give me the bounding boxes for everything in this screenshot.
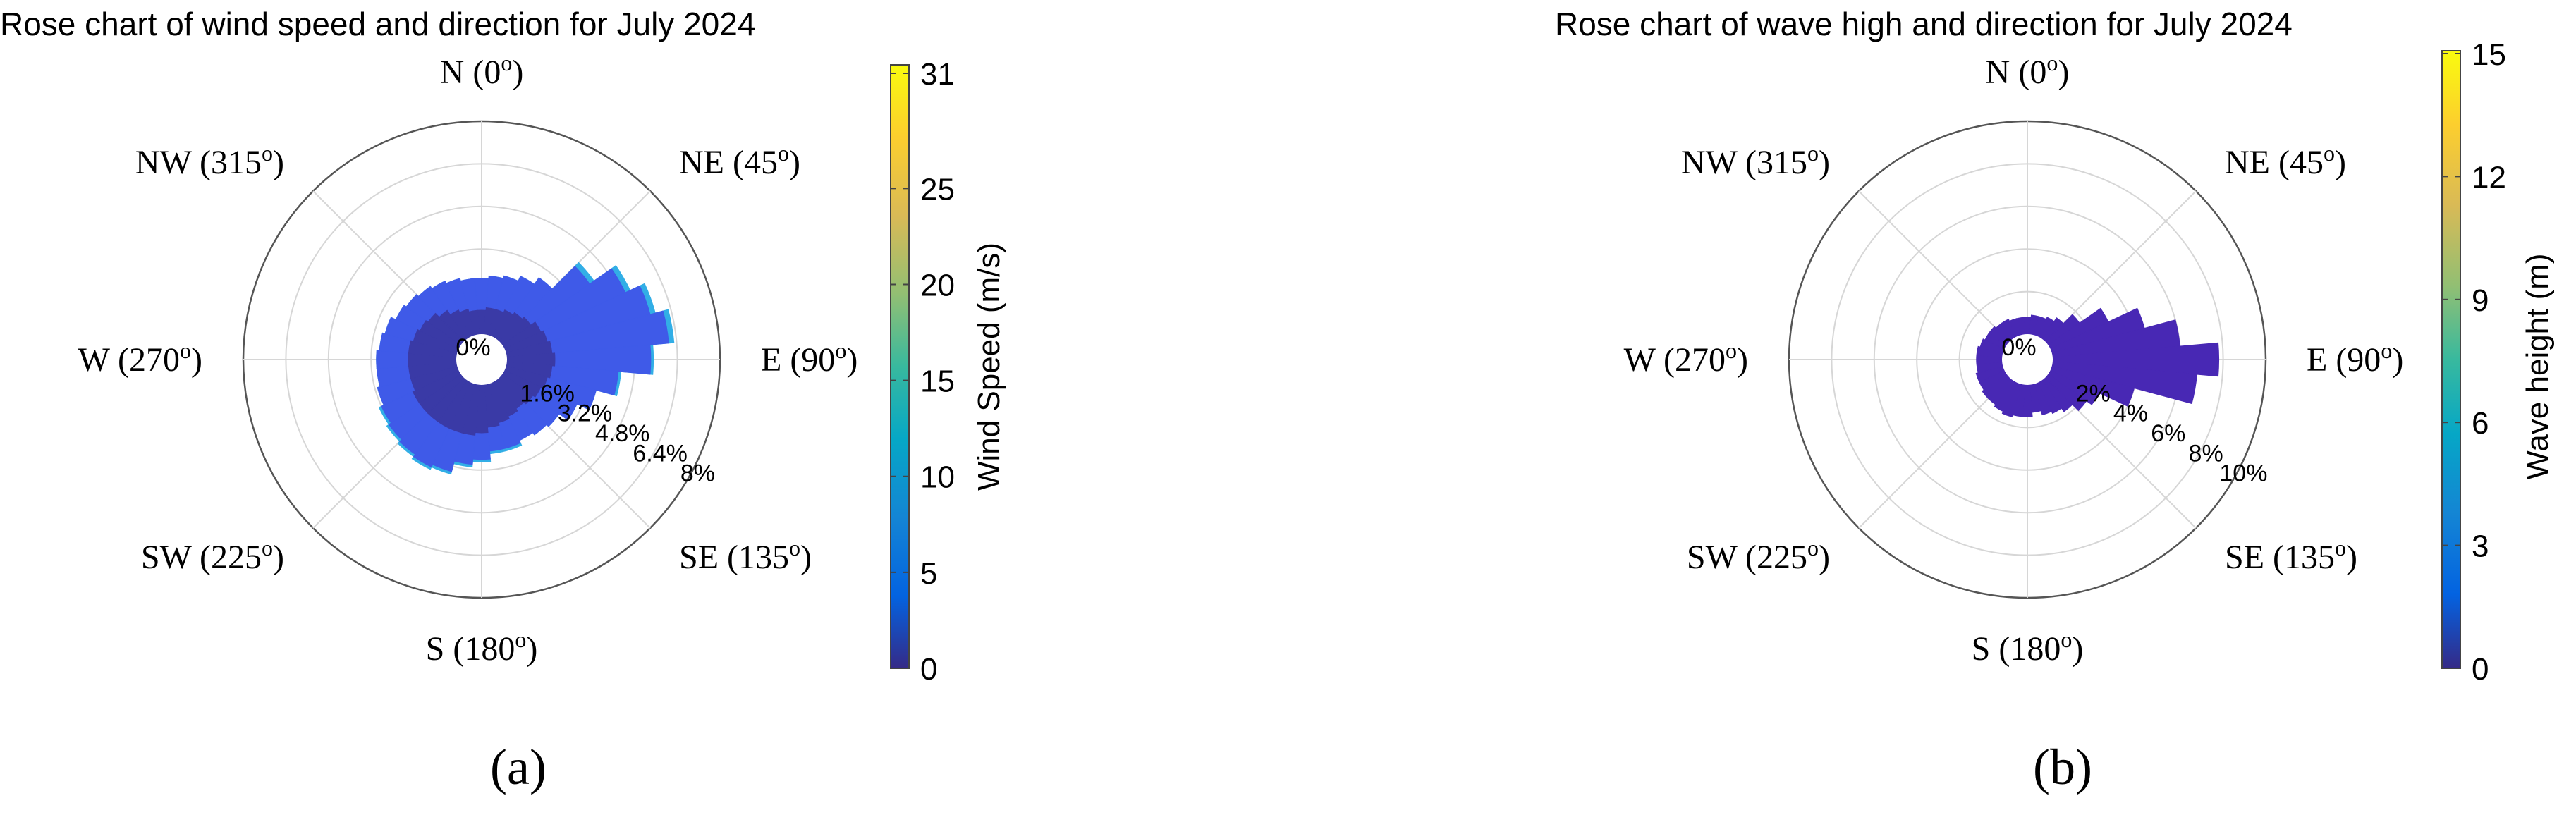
colorbar-tick-label: 15 [2472, 37, 2506, 72]
radial-tick-label: 8% [2189, 440, 2223, 467]
colorbar-tick-label: 0 [920, 652, 937, 687]
direction-label: W (270o) [1624, 338, 1748, 379]
direction-label: N (0o) [1986, 50, 2070, 91]
colorbar-tick-label: 12 [2472, 160, 2506, 195]
colorbar-ticks: 0 3 6 9 12 15 [2442, 37, 2506, 687]
wave-rose-panel: Rose chart of wave high and direction fo… [1555, 6, 2555, 795]
direction-label: NW (315o) [135, 140, 284, 181]
direction-label: W (270o) [78, 338, 202, 379]
direction-label: SE (135o) [2225, 535, 2357, 576]
colorbar: 0 5 10 15 20 25 31 Wind Speed (m/s) [890, 57, 1006, 687]
colorbar-tick-label: 31 [920, 57, 955, 92]
rose-bars [1975, 307, 2220, 418]
radial-tick-label: 2% [2076, 380, 2111, 407]
direction-label: SW (225o) [1687, 535, 1830, 576]
colorbar-tick-label: 0 [2472, 652, 2489, 687]
direction-label: SW (225o) [141, 535, 284, 576]
chart-title: Rose chart of wave high and direction fo… [1555, 6, 2293, 42]
colorbar-tick-label: 20 [920, 268, 955, 302]
radial-tick-label: 6% [2151, 420, 2185, 447]
colorbar-label: Wind Speed (m/s) [972, 243, 1006, 491]
direction-label: SE (135o) [679, 535, 812, 576]
radial-tick-labels: 0% 2%4%6%8%10% [2001, 334, 2267, 487]
radial-tick-label: 1.6% [520, 380, 575, 407]
radial-tick-label: 0% [2001, 334, 2036, 361]
direction-label: S (180o) [426, 627, 538, 668]
direction-label: NW (315o) [1681, 140, 1830, 181]
rose-bars [376, 262, 675, 475]
direction-label: NE (45o) [2225, 140, 2346, 181]
colorbar-tick-label: 15 [920, 364, 955, 399]
radial-tick-label: 8% [680, 460, 715, 487]
direction-label: S (180o) [1972, 627, 2084, 668]
direction-labels: N (0o) NE (45o) E (90o) SE (135o) S (180o) SW… [1624, 50, 2404, 668]
direction-label: E (90o) [761, 338, 857, 379]
center-hole [2002, 334, 2053, 385]
direction-label: E (90o) [2307, 338, 2403, 379]
panel-label: (a) [490, 739, 547, 795]
colorbar-gradient [890, 64, 910, 669]
radial-tick-label: 6.4% [633, 440, 688, 467]
direction-labels: N (0o) NE (45o) E (90o) SE (135o) S (180o) SW… [78, 50, 858, 668]
colorbar-tick-label: 6 [2472, 406, 2489, 441]
direction-label: N (0o) [440, 50, 524, 91]
panel-label: (b) [2033, 739, 2092, 795]
colorbar-tick-label: 3 [2472, 529, 2489, 564]
radial-tick-labels: 0% 1.6%3.2%4.8%6.4%8% [456, 334, 715, 487]
colorbar-tick-label: 5 [920, 556, 937, 591]
grid-spoke [1858, 190, 2010, 343]
radial-tick-label: 4.8% [595, 420, 650, 447]
grid-spoke [1858, 376, 2010, 529]
colorbar-tick-label: 10 [920, 460, 955, 495]
wind-rose-panel: Rose chart of wind speed and direction f… [0, 6, 1006, 795]
colorbar-tick-label: 9 [2472, 283, 2489, 318]
radial-tick-label: 0% [456, 334, 490, 361]
colorbar-tick-label: 25 [920, 172, 955, 207]
radial-tick-label: 10% [2219, 460, 2267, 487]
radial-tick-label: 4% [2113, 400, 2148, 427]
chart-title: Rose chart of wind speed and direction f… [0, 6, 755, 42]
radial-tick-label: 3.2% [558, 400, 613, 427]
colorbar-ticks: 0 5 10 15 20 25 31 [891, 57, 955, 687]
colorbar: 0 3 6 9 12 15 Wave height (m) [2441, 37, 2555, 687]
colorbar-label: Wave height (m) [2520, 253, 2555, 479]
colorbar-gradient [2441, 50, 2461, 669]
center-hole [456, 334, 507, 385]
direction-label: NE (45o) [679, 140, 800, 181]
